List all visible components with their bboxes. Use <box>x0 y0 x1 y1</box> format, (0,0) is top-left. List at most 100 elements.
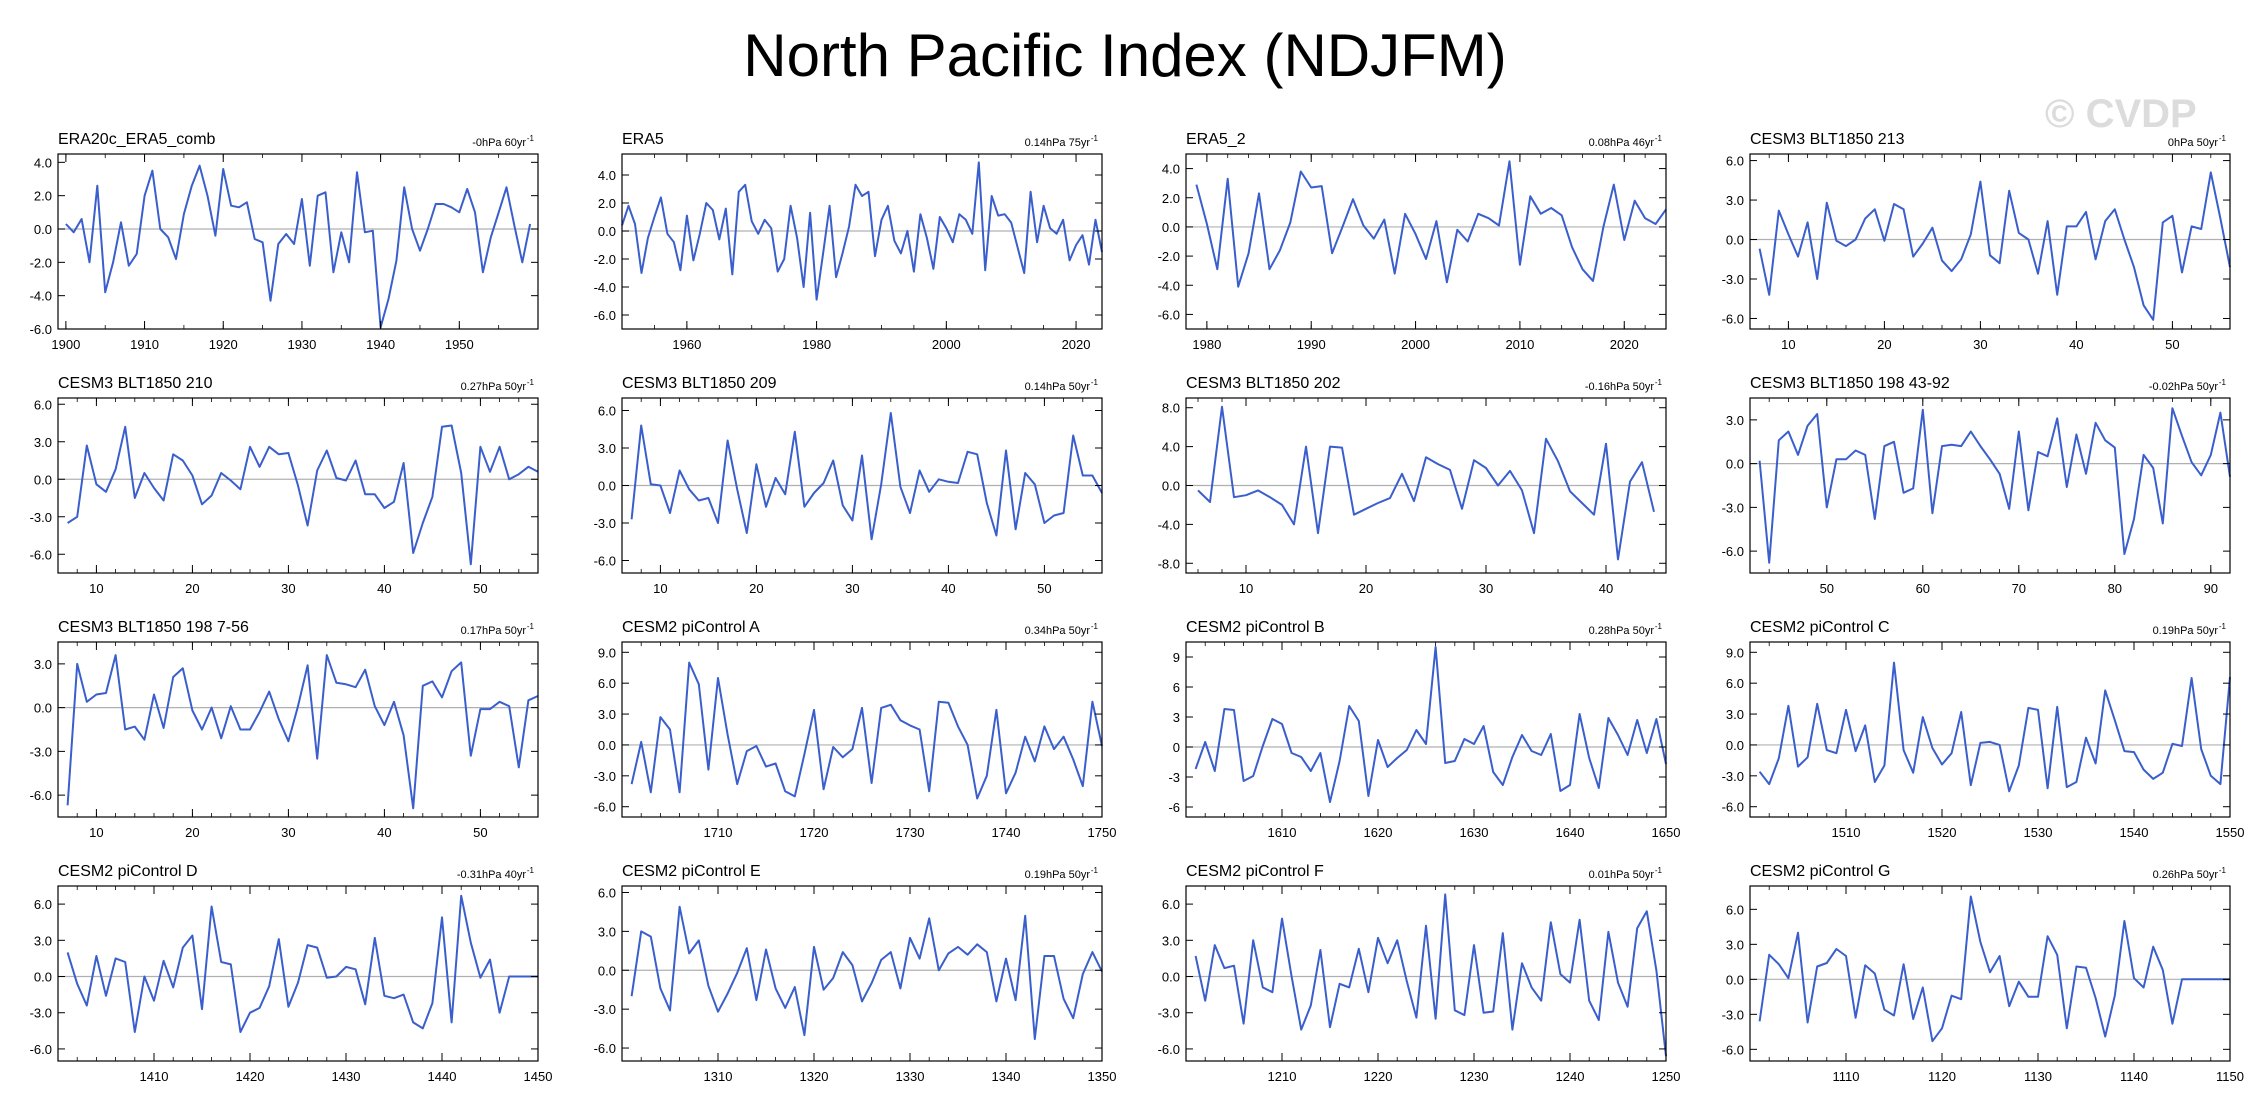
panel-4: CESM3 BLT1850 213 0hPa 50yr -1 -6.0 -3.0 0.0 3… <box>1722 122 2250 362</box>
panel-trend-label: 0.34hPa 50yr <box>1025 625 1091 637</box>
panel-title: CESM3 BLT1850 202 <box>1186 375 1341 392</box>
x-tick-label: 1210 <box>1268 1069 1297 1084</box>
y-tick-label: 6.0 <box>34 897 52 912</box>
panel-chart: CESM2 piControl C 0.19hPa 50yr -1 -6.0 -3.0 0… <box>1722 619 2245 840</box>
y-tick-label: 6.0 <box>1162 897 1180 912</box>
panel-trend-label: -0.31hPa 40yr <box>457 869 526 881</box>
y-tick-label: 9.0 <box>598 645 616 660</box>
panel-chart: CESM3 BLT1850 198 43-92 -0.02hPa 50yr -1 -6… <box>1722 375 2231 596</box>
y-tick-label: 3.0 <box>1726 937 1744 952</box>
panel-trend-label: 0.01hPa 50yr <box>1589 869 1655 881</box>
trend-unit-superscript: -1 <box>2219 866 2227 875</box>
x-tick-label: 1960 <box>672 337 701 352</box>
y-tick-label: -4.0 <box>30 289 52 304</box>
trend-unit-superscript: -1 <box>2219 378 2227 387</box>
x-tick-label: 50 <box>473 825 487 840</box>
panel-title: CESM2 piControl D <box>58 863 198 880</box>
x-tick-label: 40 <box>377 825 391 840</box>
x-tick-label: 1330 <box>896 1069 925 1084</box>
plot-frame <box>57 641 539 818</box>
x-tick-label: 1620 <box>1364 825 1393 840</box>
panel-chart: CESM3 BLT1850 209 0.14hPa 50yr -1 -6.0 -3.0 0… <box>594 375 1103 596</box>
x-tick-label: 40 <box>941 581 955 596</box>
y-tick-label: 0.0 <box>1726 738 1744 753</box>
panel-trend-label: 0.19hPa 50yr <box>1025 869 1091 881</box>
y-tick-label: 3.0 <box>598 441 616 456</box>
x-tick-label: 1730 <box>896 825 925 840</box>
panel-trend-label: 0.14hPa 75yr <box>1025 137 1091 149</box>
panel-chart: CESM3 BLT1850 210 0.27hPa 50yr -1 -6.0 -3.0 0… <box>30 375 539 596</box>
panel-16: CESM2 piControl G 0.26hPa 50yr -1 -6.0 -3.0 0… <box>1722 854 2250 1094</box>
y-tick-label: -2.0 <box>1158 249 1180 264</box>
panel-title: CESM2 piControl A <box>622 619 760 636</box>
x-tick-label: 1980 <box>802 337 831 352</box>
trend-unit-superscript: -1 <box>527 622 535 631</box>
npi-series-line <box>1758 407 2231 564</box>
y-tick-label: -6.0 <box>1722 544 1744 559</box>
x-tick-label: 40 <box>1599 581 1613 596</box>
y-tick-label: 0.0 <box>1162 970 1180 985</box>
y-tick-label: -3.0 <box>1722 500 1744 515</box>
y-tick-label: -6.0 <box>30 322 52 337</box>
x-tick-label: 1920 <box>209 337 238 352</box>
npi-series-line <box>65 164 532 329</box>
y-tick-label: -6.0 <box>594 554 616 569</box>
y-tick-label: 3.0 <box>598 707 616 722</box>
y-tick-label: 3.0 <box>1726 707 1744 722</box>
trend-unit-superscript: -1 <box>1655 622 1663 631</box>
x-tick-label: 1450 <box>524 1069 553 1084</box>
y-tick-label: 6.0 <box>1726 154 1744 169</box>
x-tick-label: 1110 <box>1833 1069 1860 1084</box>
x-tick-label: 10 <box>89 581 103 596</box>
panel-14: CESM2 piControl E 0.19hPa 50yr -1 -6.0 -3.0 0… <box>594 854 1182 1094</box>
panel-chart: CESM3 BLT1850 198 7-56 0.17hPa 50yr -1 -6.0… <box>30 619 539 840</box>
panel-8: CESM3 BLT1850 198 43-92 -0.02hPa 50yr -1 -6… <box>1722 366 2250 606</box>
x-tick-label: 1420 <box>236 1069 265 1084</box>
npi-series-line <box>630 412 1103 541</box>
npi-series-line <box>621 161 1103 301</box>
trend-unit-superscript: -1 <box>527 866 535 875</box>
panel-title: CESM3 BLT1850 213 <box>1750 131 1905 148</box>
x-tick-label: 1950 <box>445 337 474 352</box>
x-tick-label: 30 <box>281 825 295 840</box>
panel-trend-label: -0.16hPa 50yr <box>1585 381 1654 393</box>
plot-frame <box>1749 397 2231 574</box>
x-tick-label: 1710 <box>704 825 733 840</box>
y-tick-label: -3.0 <box>594 1002 616 1017</box>
y-tick-label: -3.0 <box>30 1006 52 1021</box>
panel-trend-label: 0hPa 50yr <box>2168 137 2218 149</box>
panel-trend-label: 0.28hPa 50yr <box>1589 625 1655 637</box>
y-tick-label: -6.0 <box>1722 311 1744 326</box>
panel-title: CESM2 piControl G <box>1750 863 1891 880</box>
y-tick-label: 3.0 <box>598 924 616 939</box>
y-tick-label: 0.0 <box>598 479 616 494</box>
y-tick-label: 0.0 <box>598 963 616 978</box>
x-tick-label: 1610 <box>1268 825 1297 840</box>
y-tick-label: 0.0 <box>1162 479 1180 494</box>
x-tick-label: 1740 <box>992 825 1021 840</box>
x-tick-label: 20 <box>185 581 199 596</box>
y-tick-label: 0.0 <box>34 701 52 716</box>
y-tick-label: 6.0 <box>598 676 616 691</box>
y-tick-label: 2.0 <box>34 189 52 204</box>
x-tick-label: 1640 <box>1556 825 1585 840</box>
y-tick-label: 6.0 <box>1726 676 1744 691</box>
x-tick-label: 1990 <box>1297 337 1326 352</box>
x-tick-label: 1910 <box>130 337 159 352</box>
x-tick-label: 1310 <box>704 1069 733 1084</box>
panel-trend-label: 0.19hPa 50yr <box>2153 625 2219 637</box>
y-tick-label: -4.0 <box>594 280 616 295</box>
y-tick-label: 4.0 <box>1162 440 1180 455</box>
x-tick-label: 1340 <box>992 1069 1021 1084</box>
panel-title: CESM2 piControl E <box>622 863 761 880</box>
y-tick-label: -6.0 <box>594 308 616 323</box>
x-tick-label: 40 <box>377 581 391 596</box>
panel-6: CESM3 BLT1850 209 0.14hPa 50yr -1 -6.0 -3.0 0… <box>594 366 1182 606</box>
x-tick-label: 30 <box>845 581 859 596</box>
panel-trend-label: -0.02hPa 50yr <box>2149 381 2218 393</box>
plot-frame <box>1749 153 2231 330</box>
panel-chart: CESM2 piControl G 0.26hPa 50yr -1 -6.0 -3.0 0… <box>1722 863 2244 1084</box>
npi-series-line <box>1758 171 2231 321</box>
trend-unit-superscript: -1 <box>1091 866 1099 875</box>
y-tick-label: -6.0 <box>30 547 52 562</box>
